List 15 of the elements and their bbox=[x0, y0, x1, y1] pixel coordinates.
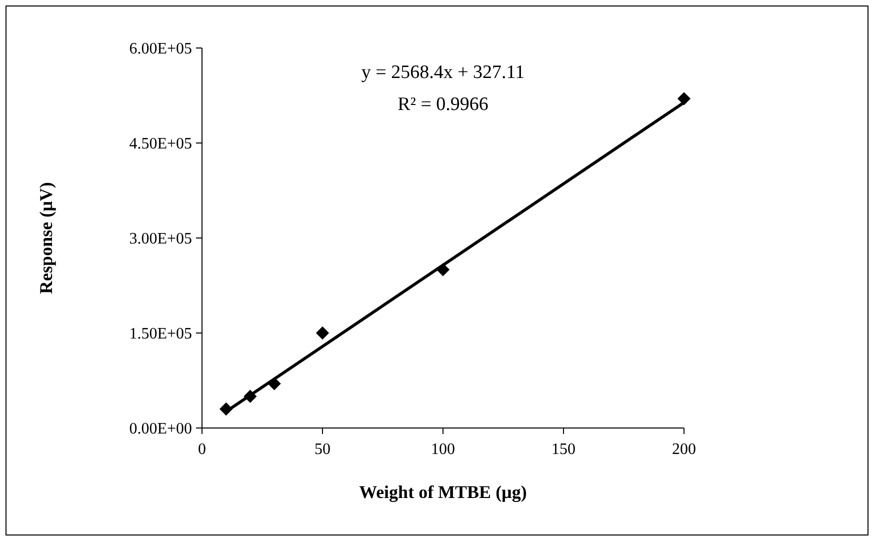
x-tick-label: 150 bbox=[552, 441, 576, 458]
y-tick-label: 1.50E+05 bbox=[129, 326, 192, 343]
y-tick-label: 6.00E+05 bbox=[129, 40, 192, 58]
x-tick-label: 100 bbox=[431, 441, 455, 458]
annotation: y = 2568.4x + 327.11 bbox=[361, 62, 525, 83]
point bbox=[316, 326, 330, 340]
x-tick-label: 200 bbox=[672, 441, 696, 458]
x-axis-title: Weight of MTBE (µg) bbox=[359, 482, 527, 502]
y-tick-label: 3.00E+05 bbox=[129, 230, 192, 248]
y-tick-label: 4.50E+05 bbox=[129, 136, 192, 153]
y-tick-label: 0.00E+00 bbox=[129, 420, 192, 438]
annotation: R² = 0.9966 bbox=[398, 94, 488, 115]
y-axis-title: Response (µV) bbox=[36, 182, 56, 294]
x-tick-label: 50 bbox=[314, 441, 330, 458]
x-tick-label: 0 bbox=[198, 441, 206, 458]
